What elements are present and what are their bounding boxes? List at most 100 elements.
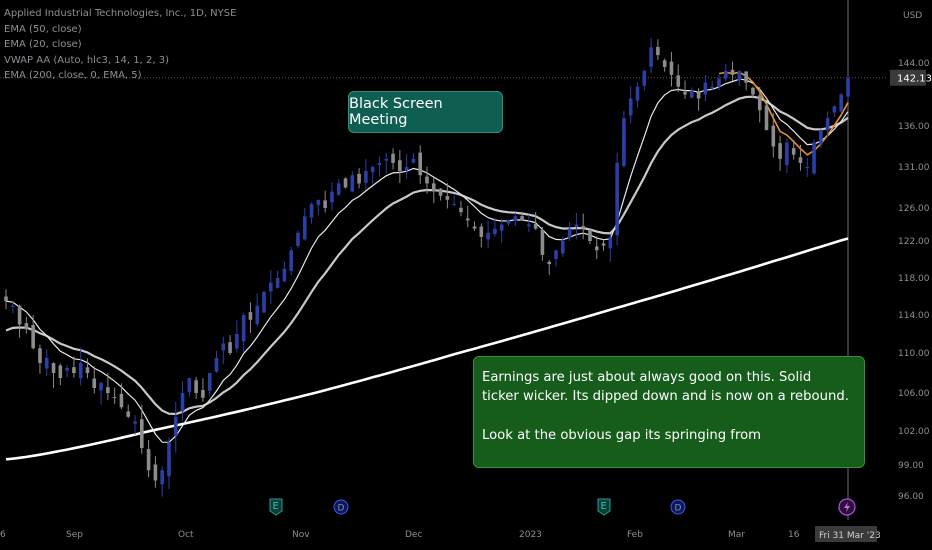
candle-body xyxy=(757,95,762,111)
candle-body xyxy=(92,378,97,388)
candle-body xyxy=(133,421,137,424)
candle-body xyxy=(499,224,504,231)
y-axis-unit: USD xyxy=(903,11,922,21)
candle-body xyxy=(160,470,164,485)
candle-body xyxy=(343,178,348,188)
candle-body xyxy=(357,173,361,184)
candle-body xyxy=(622,118,626,166)
candle-body xyxy=(330,191,334,203)
dividend-marker-icon[interactable]: D xyxy=(670,499,686,515)
lightning-marker-icon[interactable] xyxy=(838,498,856,516)
candle-body xyxy=(588,229,592,241)
candle-body xyxy=(703,82,708,95)
candle-body xyxy=(78,363,83,379)
candle-body xyxy=(751,87,755,95)
candle-body xyxy=(628,98,633,116)
candle-body xyxy=(194,380,198,393)
candle-body xyxy=(533,223,538,229)
candle-body xyxy=(676,75,681,87)
y-tick-label: 99.00 xyxy=(898,461,924,471)
candle-body xyxy=(669,61,674,75)
y-tick-label: 106.00 xyxy=(898,389,930,399)
candle-body xyxy=(364,171,368,183)
current-price-label: 142.13 xyxy=(897,74,932,85)
dividend-marker-icon[interactable]: D xyxy=(333,499,349,515)
callout-black-screen-meeting[interactable]: Black Screen Meeting xyxy=(348,91,503,133)
candle-body xyxy=(262,291,266,313)
candle-body xyxy=(140,419,144,448)
candle-body xyxy=(662,60,667,67)
callout-line-2: ticker wicker. Its dipped down and is no… xyxy=(482,389,849,404)
candle-body xyxy=(72,367,76,373)
y-tick-label: 110.00 xyxy=(898,349,930,359)
y-tick-label: 131.00 xyxy=(898,163,930,173)
candle-body xyxy=(771,125,776,147)
candle-body xyxy=(384,158,389,161)
candle-body xyxy=(601,243,606,246)
legend-ema200[interactable]: EMA (200, close, 0, EMA, 5) xyxy=(4,70,142,81)
callout-line-3: Look at the obvious gap its springing fr… xyxy=(482,428,761,443)
earnings-marker-icon[interactable]: E xyxy=(269,498,283,516)
callout-text: Black Screen Meeting xyxy=(349,96,443,128)
legend-vwap[interactable]: VWAP AA (Auto, hlc3, 14, 1, 2, 3) xyxy=(4,54,169,66)
candle-body xyxy=(438,188,443,196)
candle-body xyxy=(764,105,769,131)
candle-body xyxy=(717,78,721,87)
candle-body xyxy=(241,315,246,342)
candle-body xyxy=(207,373,212,391)
candle-body xyxy=(316,199,321,206)
indicator-legend: Applied Industrial Technologies, Inc., 1… xyxy=(4,6,236,84)
candle-body xyxy=(486,232,490,240)
candle-body xyxy=(370,167,375,173)
y-tick-label: 126.00 xyxy=(898,204,930,214)
candle-body xyxy=(350,175,355,192)
x-tick-label: Dec xyxy=(405,530,422,540)
candle-body xyxy=(302,216,307,240)
callout-earnings-note[interactable]: Earnings are just about always good on t… xyxy=(473,356,865,468)
candle-body xyxy=(452,203,456,205)
candle-body xyxy=(323,200,327,208)
candle-body xyxy=(282,268,287,282)
current-price-badge xyxy=(890,69,926,86)
candle-body xyxy=(404,167,409,171)
candle-body xyxy=(296,232,300,246)
cursor-date-label: Fri 31 Mar '23 xyxy=(819,531,881,541)
candle-body xyxy=(44,358,49,369)
candle-body xyxy=(547,261,552,265)
candle-body xyxy=(309,203,314,218)
candle-body xyxy=(594,246,599,251)
candle-body xyxy=(683,91,687,95)
candle-body xyxy=(228,342,232,353)
candle-body xyxy=(479,226,484,237)
candle-body xyxy=(431,183,436,192)
candle-body xyxy=(51,363,56,373)
candle-body xyxy=(710,86,714,89)
candle-body xyxy=(106,387,110,393)
legend-ema20[interactable]: EMA (20, close) xyxy=(4,39,82,50)
svg-text:D: D xyxy=(675,504,682,514)
x-tick-label: 16 xyxy=(788,530,800,540)
candle-body xyxy=(493,228,497,235)
legend-symbol[interactable]: Applied Industrial Technologies, Inc., 1… xyxy=(4,8,237,19)
candle-body xyxy=(38,348,42,363)
candle-body xyxy=(744,71,748,83)
candle-body xyxy=(99,383,103,391)
candle-body xyxy=(846,77,850,97)
x-tick-label: Oct xyxy=(178,530,194,540)
candle-body xyxy=(248,312,253,320)
candle-body xyxy=(812,142,816,174)
x-tick-label: Mar xyxy=(728,530,745,540)
candle-body xyxy=(275,278,280,288)
candle-body xyxy=(832,106,837,113)
candle-body xyxy=(540,229,545,255)
candle-body xyxy=(221,343,226,351)
candle-body xyxy=(574,224,579,227)
candle-body xyxy=(4,296,8,302)
earnings-marker-icon[interactable]: E xyxy=(597,498,611,516)
legend-ema50[interactable]: EMA (50, close) xyxy=(4,23,82,35)
candle-body xyxy=(819,130,823,145)
candle-body xyxy=(737,70,742,80)
candle-body xyxy=(730,69,735,75)
svg-text:D: D xyxy=(338,504,345,514)
